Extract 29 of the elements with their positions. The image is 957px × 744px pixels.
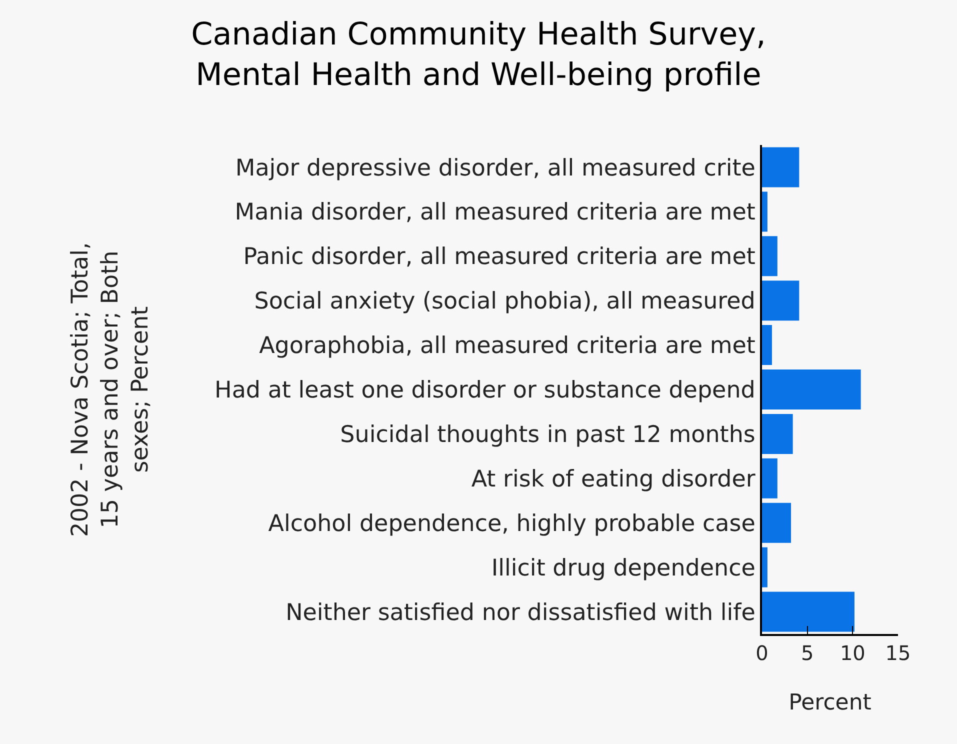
- bar: [762, 592, 854, 632]
- y-tick-label: At risk of eating disorder: [471, 466, 756, 492]
- bar: [762, 458, 778, 498]
- bar: [762, 192, 768, 232]
- bar: [762, 547, 768, 588]
- y-tick-label: Had at least one disorder or substance depend: [214, 378, 756, 404]
- y-tick-label: Social anxiety (social phobia), all measured: [254, 288, 756, 315]
- y-tick-label: Mania disorder, all measured criteria are met: [234, 200, 756, 226]
- bar: [762, 147, 800, 188]
- bar: [762, 370, 861, 410]
- y-tick-label: Suicidal thoughts in past 12 months: [340, 422, 756, 448]
- y-tick-label: Illicit drug dependence: [491, 555, 756, 582]
- y-axis-title: 2002 - Nova Scotia; Total, 15 years and over; Both sexes; Percent: [68, 242, 154, 537]
- text: Canadian Community Health Survey, Mental Health and Well-being profile: [191, 16, 766, 93]
- x-tick-label: 0: [756, 641, 768, 665]
- y-tick-label: Panic disorder, all measured criteria are met: [243, 244, 756, 270]
- y-tick-label: Alcohol dependence, highly probable case: [268, 510, 756, 537]
- bar: [762, 325, 772, 366]
- bar: [762, 236, 778, 276]
- x-tick-label: 10: [840, 641, 866, 665]
- bar: [762, 280, 800, 321]
- y-tick-label: Major depressive disorder, all measured crite: [235, 155, 756, 182]
- bar: [762, 502, 792, 543]
- y-tick-label: Agoraphobia, all measured criteria are met: [259, 333, 756, 360]
- x-tick-label: 5: [800, 641, 814, 665]
- y-tick-label: Neither satisfied nor dissatisfied with life: [286, 600, 756, 626]
- x-tick-label: 15: [885, 641, 911, 665]
- bar: [762, 414, 793, 454]
- x-axis-title: Percent: [788, 690, 872, 716]
